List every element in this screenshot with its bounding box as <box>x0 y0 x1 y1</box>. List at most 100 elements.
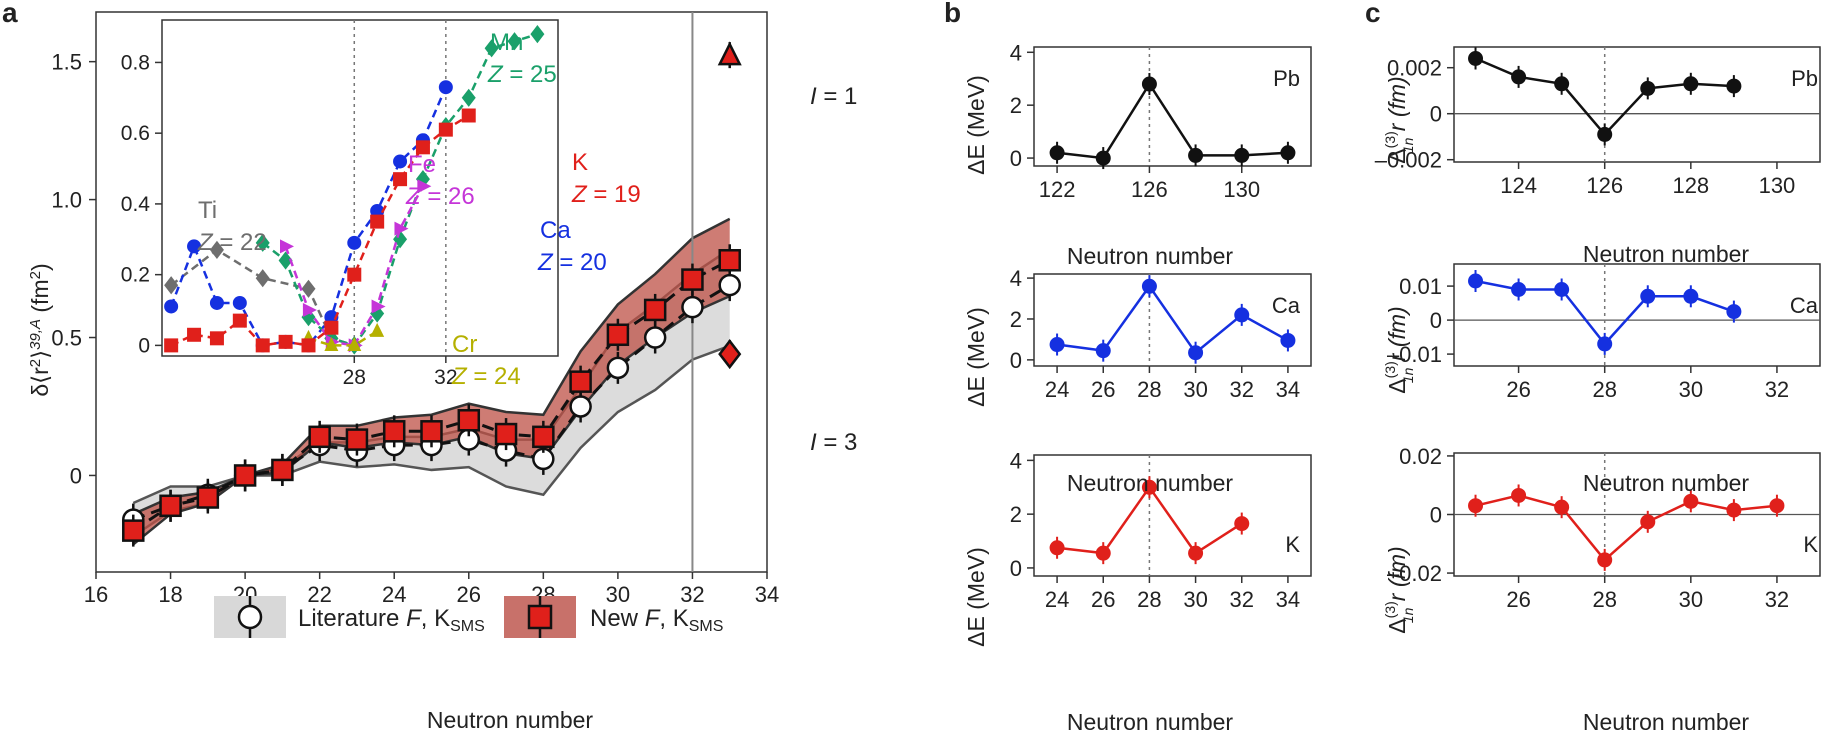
inset-ca-point <box>347 235 362 250</box>
inset-mn-point <box>461 88 476 107</box>
panel-b3-xtick-label: 30 <box>1183 587 1207 612</box>
b2-xlabel: Neutron number <box>1067 470 1234 496</box>
inset-ytick-label: 0.6 <box>121 122 150 145</box>
inset-label-fe-z: Z = 26 <box>405 183 475 210</box>
panel-label-b: b <box>944 0 961 28</box>
new-series-point <box>643 298 667 322</box>
panel-a-xtick-label: 18 <box>158 582 182 607</box>
isomer-marker-i3 <box>718 339 742 370</box>
panel-b2-point <box>1234 307 1250 323</box>
panel-c3-ytick-label: 0.02 <box>1399 444 1442 469</box>
inset-xtick-label: 32 <box>434 366 457 389</box>
panel-c1-xtick-label: 124 <box>1500 173 1537 198</box>
panel-c2-point <box>1554 282 1570 297</box>
inset-k-point <box>209 331 224 346</box>
inset-k-point <box>232 313 247 328</box>
inset-k-point <box>438 122 453 137</box>
inset-mn-point <box>370 304 385 323</box>
panel-b2-xtick-label: 28 <box>1137 377 1161 402</box>
panel-c1-point <box>1640 80 1656 96</box>
isomer-label-1: I = 1 <box>810 83 857 110</box>
panel-b1-xtick-label: 126 <box>1131 177 1168 202</box>
panel-a-ytick-label: 1.5 <box>51 50 82 75</box>
inset-ca-point <box>232 295 247 310</box>
inset-ca-point <box>164 299 179 314</box>
new-series-point <box>569 370 592 393</box>
panel-c2-point <box>1597 336 1613 352</box>
panel-b2-xtick-label: 24 <box>1045 377 1069 402</box>
panel-a-xtick-label: 32 <box>680 582 704 607</box>
panel-c3-point <box>1554 499 1570 515</box>
panel-c1-point <box>1554 76 1570 92</box>
panel-c3-point <box>1640 514 1656 530</box>
panel-c2-ytick-label: 0 <box>1430 308 1442 333</box>
legend-literature-marker <box>237 604 263 630</box>
panel-c3-point <box>1597 552 1613 568</box>
panel-b3-point <box>1049 540 1065 556</box>
inset-k-point <box>255 338 270 353</box>
c3-element: K <box>1803 532 1818 557</box>
inset-ti-point <box>255 269 270 288</box>
inset-k-point <box>324 320 339 335</box>
panel-c3-point <box>1683 493 1699 509</box>
panel-a-ytick-label: 1.0 <box>51 188 82 213</box>
panel-label-a: a <box>2 0 18 28</box>
b2-element: Ca <box>1272 293 1301 318</box>
panel-a-xtick-label: 16 <box>84 582 108 607</box>
panel-a-frame <box>95 11 768 573</box>
panel-a-ylabel: δ⟨r2⟩39,A (fm2) <box>27 263 53 396</box>
inset-mn-point <box>530 25 545 44</box>
inset-label-ca-z: Z = 20 <box>537 249 607 276</box>
panel-b2-point <box>1188 345 1204 361</box>
band-literature <box>133 249 730 537</box>
b3-xlabel: Neutron number <box>1067 709 1234 735</box>
panel-c1-point <box>1726 78 1742 94</box>
panel-b2-point <box>1049 337 1065 353</box>
panel-a-xtick-label: 26 <box>457 582 481 607</box>
panel-b3-xtick-label: 32 <box>1230 587 1254 612</box>
panel-c2-point <box>1726 304 1742 320</box>
inset-k-point <box>393 172 408 187</box>
panel-c1-point <box>1468 51 1484 66</box>
panel-a-xtick-label: 24 <box>382 582 406 607</box>
panel-b2-ytick-label: 2 <box>1010 307 1022 332</box>
inset-label-cr-z: Z = 24 <box>451 363 521 390</box>
legend: Literature F, KSMS New F, KSMS <box>214 596 723 638</box>
panel-c2-point <box>1511 282 1527 297</box>
c2-element: Ca <box>1790 293 1819 318</box>
panel-b1-point <box>1049 145 1065 161</box>
b3-element: K <box>1285 532 1300 557</box>
literature-series-point <box>681 295 704 319</box>
panel-b1-ytick-label: 0 <box>1010 146 1022 171</box>
panel-b1-ytick-label: 2 <box>1010 93 1022 118</box>
new-series-point <box>718 249 741 272</box>
panel-b2-point <box>1095 343 1111 359</box>
literature-series-point <box>606 356 630 380</box>
panel-c3-ytick-label: –0.02 <box>1387 561 1442 586</box>
inset-mn-point <box>484 39 499 58</box>
b1-xlabel: Neutron number <box>1067 243 1234 269</box>
inset-k-point <box>187 327 202 342</box>
inset-fe-point <box>280 239 295 254</box>
inset-label-ti-name: Ti <box>198 197 217 224</box>
panel-c2-point <box>1683 288 1699 304</box>
new-series-point <box>420 420 443 443</box>
c1-element: Pb <box>1791 66 1818 91</box>
panel-b3-ytick-label: 0 <box>1010 556 1022 581</box>
b3-ylabel: ΔE (MeV) <box>963 547 989 647</box>
panel-c1-point <box>1683 76 1699 92</box>
panel-c3-xtick-label: 28 <box>1592 587 1616 612</box>
inset-ti-point <box>164 276 179 295</box>
inset-k-point <box>415 140 430 155</box>
inset-label-mn-z: Z = 25 <box>487 61 557 88</box>
panel-c3-point <box>1769 498 1785 514</box>
new-series-point <box>122 519 145 542</box>
panel-b3-frame <box>1033 454 1312 577</box>
inset-label-fe-name: Fe <box>408 151 436 178</box>
inset-ca-point <box>393 154 408 169</box>
inset-label-ti-z: Z = 22 <box>197 229 267 256</box>
legend-new-label: New F, KSMS <box>590 605 723 635</box>
panel-c2-xtick-label: 32 <box>1765 377 1789 402</box>
panel-c1-xtick-label: 130 <box>1759 173 1796 198</box>
isomer-label-3: I = 3 <box>810 429 857 456</box>
